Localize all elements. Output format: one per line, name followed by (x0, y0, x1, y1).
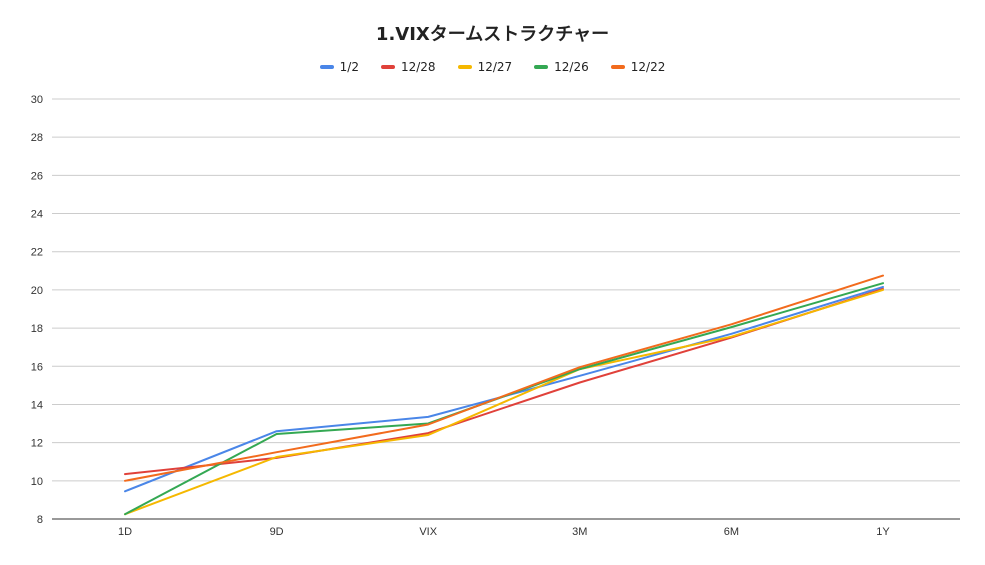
legend-label-1: 1/2 (339, 60, 359, 74)
series-line-4[interactable] (124, 282, 884, 516)
y-tick-14: 14 (31, 399, 43, 411)
series-lines (124, 274, 884, 516)
legend-swatch-5 (610, 65, 625, 69)
series-line-5[interactable] (124, 274, 884, 482)
x-tick-1d: 1D (118, 526, 132, 538)
legend-swatch-2 (380, 65, 395, 69)
legend-swatch-4 (534, 65, 549, 69)
x-tick-vix: VIX (419, 526, 437, 538)
legend-item-4[interactable]: 12/26 (534, 60, 589, 74)
y-tick-24: 24 (31, 209, 43, 221)
legend-label-4: 12/26 (554, 60, 589, 74)
legend-swatch-1 (319, 65, 334, 69)
legend-item-1[interactable]: 1/2 (319, 60, 359, 74)
y-tick-20: 20 (31, 285, 43, 297)
legend-swatch-3 (457, 65, 472, 69)
y-tick-10: 10 (31, 476, 43, 488)
y-axis-tick-labels: 8 10 12 14 16 18 20 22 24 26 28 30 (31, 94, 43, 526)
x-tick-9d: 9D (270, 526, 284, 538)
y-tick-22: 22 (31, 247, 43, 259)
y-tick-16: 16 (31, 361, 43, 373)
y-tick-30: 30 (31, 94, 43, 106)
y-tick-26: 26 (31, 170, 43, 182)
y-tick-8: 8 (37, 514, 43, 526)
x-axis-tick-labels: 1D 9D VIX 3M 6M 1Y (118, 526, 890, 538)
legend-item-5[interactable]: 12/22 (610, 60, 666, 74)
x-tick-6m: 6M (724, 526, 739, 538)
legend-label-5: 12/22 (630, 60, 666, 74)
series-line-1[interactable] (124, 286, 884, 493)
legend-item-3[interactable]: 12/27 (457, 60, 513, 74)
x-tick-3m: 3M (572, 526, 587, 538)
legend-item-2[interactable]: 12/28 (380, 60, 436, 74)
y-tick-12: 12 (31, 438, 43, 450)
legend: 1/2 12/28 12/27 12/26 12/22 (0, 60, 985, 74)
gridlines (52, 98, 960, 520)
series-line-3[interactable] (124, 288, 884, 516)
y-tick-18: 18 (31, 323, 43, 335)
y-tick-28: 28 (31, 132, 43, 144)
x-tick-1y: 1Y (876, 526, 890, 538)
chart-title: 1.VIXタームストラクチャー (375, 24, 610, 45)
legend-label-2: 12/28 (400, 60, 436, 74)
legend-label-3: 12/27 (477, 60, 513, 74)
